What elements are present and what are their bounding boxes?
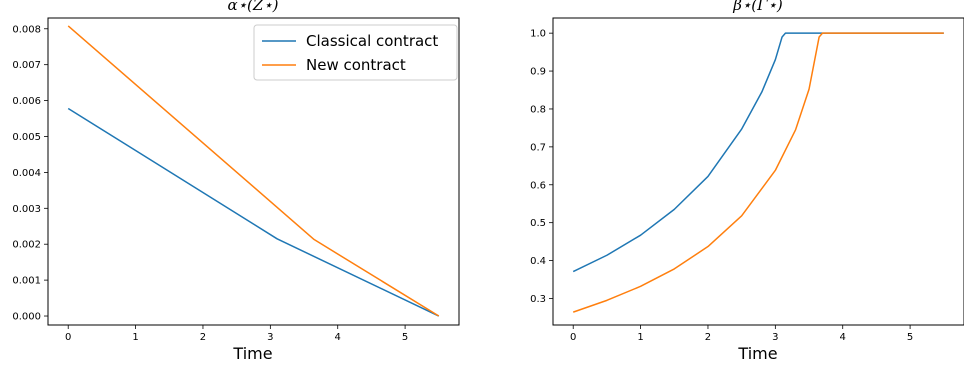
beta-y-tick-label: 0.9 <box>530 67 546 78</box>
beta-y-tick-label: 0.8 <box>530 104 546 115</box>
beta-x-tick-label: 3 <box>772 332 778 343</box>
beta-y-tick-label: 0.3 <box>530 294 546 305</box>
alpha-legend: Classical contract New contract <box>253 24 458 81</box>
alpha-x-tick-label: 5 <box>402 332 408 343</box>
alpha-x-tick-label: 2 <box>200 332 206 343</box>
alpha-y-tick-label: 0.006 <box>12 96 41 107</box>
alpha-x-tick-label: 4 <box>335 332 341 343</box>
alpha-y-tick-label: 0.002 <box>12 240 41 251</box>
beta-x-tick-label: 2 <box>705 332 711 343</box>
alpha-y-tick-label: 0.007 <box>12 60 41 71</box>
alpha-y-tick-label: 0.005 <box>12 132 41 143</box>
beta-x-tick-label: 0 <box>570 332 576 343</box>
alpha-x-axis-label: Time <box>232 344 272 363</box>
beta-y-tick-label: 0.7 <box>530 142 546 153</box>
alpha-x-tick-label: 3 <box>267 332 273 343</box>
alpha-x-tick-label: 0 <box>65 332 71 343</box>
alpha-legend-label-new: New contract <box>306 56 406 74</box>
alpha-plot-frame <box>47 17 460 326</box>
beta-y-tick-label: 0.5 <box>530 218 546 229</box>
alpha-y-tick-label: 0.001 <box>12 276 41 287</box>
alpha-chart-title: α⋆(Z⋆) <box>227 0 278 14</box>
alpha-y-tick-label: 0.003 <box>12 204 41 215</box>
beta-y-tick-label: 1.0 <box>530 29 546 40</box>
beta-ticks-layer: 0 1 2 3 4 5 0.3 0.4 0.5 0.6 0.7 0.8 0.9 1.0 <box>530 29 913 343</box>
alpha-y-tick-label: 0.008 <box>12 24 41 35</box>
alpha-chart: α⋆(Z⋆) 0 1 2 3 4 5 0.000 0.001 0.002 0.003 0.004 0.… <box>12 0 460 363</box>
beta-x-tick-label: 1 <box>637 332 643 343</box>
beta-plot-frame <box>552 17 964 326</box>
alpha-ticks-layer: 0 1 2 3 4 5 0.000 0.001 0.002 0.003 0.004 0.005 0.00… <box>12 24 408 343</box>
beta-y-tick-label: 0.4 <box>530 256 546 267</box>
beta-chart-title: β⋆(Γ⋆) <box>732 0 783 14</box>
alpha-series-line-1 <box>67 25 440 317</box>
beta-series-layer <box>572 32 944 313</box>
alpha-series-line-0 <box>67 107 440 317</box>
alpha-series-layer <box>67 25 440 317</box>
beta-x-tick-label: 4 <box>840 332 846 343</box>
alpha-legend-label-classical: Classical contract <box>306 32 438 50</box>
beta-x-tick-label: 5 <box>907 332 913 343</box>
alpha-y-tick-label: 0.004 <box>12 168 41 179</box>
alpha-y-tick-label: 0.000 <box>12 312 41 323</box>
beta-chart: β⋆(Γ⋆) 0 1 2 3 4 5 0.3 0.4 0.5 0.6 0.7 0.8 0.9 1.0 Ti… <box>530 0 964 363</box>
beta-y-tick-label: 0.6 <box>530 180 546 191</box>
alpha-x-tick-label: 1 <box>132 332 138 343</box>
alpha-legend-box <box>253 24 458 81</box>
beta-x-axis-label: Time <box>737 344 777 363</box>
beta-series-line-1 <box>572 32 944 313</box>
